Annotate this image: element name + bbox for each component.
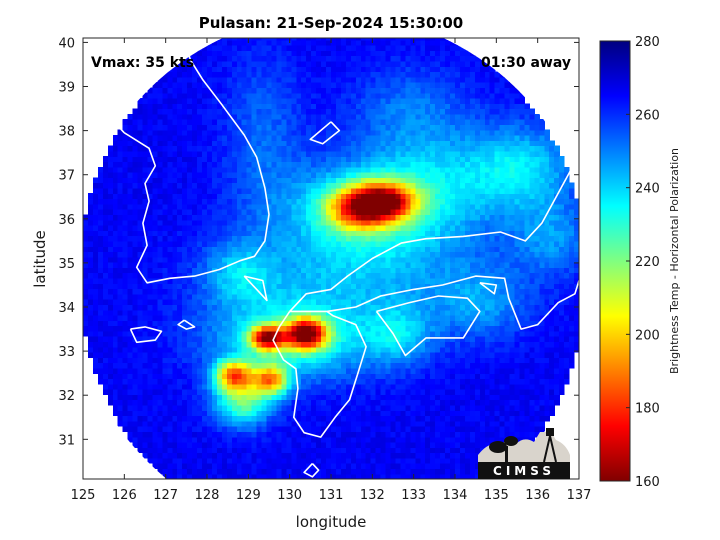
y-axis-label: latitude <box>31 230 49 288</box>
x-tick-labels: 125 126 127 128 129 130 131 132 133 134 135 136 137 <box>71 488 592 503</box>
x-tick-label: 133 <box>401 488 426 503</box>
x-axis-label: longitude <box>296 513 367 531</box>
x-tick-label: 137 <box>567 488 592 503</box>
coastline <box>309 121 341 145</box>
x-tick-label: 127 <box>153 488 178 503</box>
y-tick-label: 36 <box>58 213 75 228</box>
colorbar-gradient <box>599 40 631 482</box>
colorbar-tick-label: 180 <box>635 402 660 417</box>
y-tick-label: 40 <box>58 36 75 51</box>
coastline <box>177 319 196 330</box>
swath-image <box>83 38 579 479</box>
chart-title: Pulasan: 21-Sep-2024 15:30:00 <box>199 14 464 32</box>
colorbar-tick-label: 260 <box>635 108 660 123</box>
colorbar: 160 180 200 220 240 260 280 Brightness Temp - … <box>599 35 681 490</box>
time-away-annotation: 01:30 away <box>481 55 571 71</box>
x-tick-label: 129 <box>236 488 261 503</box>
colorbar-label: Brightness Temp - Horizontal Polarizatio… <box>668 148 681 374</box>
colorbar-tick-label: 280 <box>635 35 660 50</box>
x-tick-label: 134 <box>443 488 468 503</box>
coastline <box>86 118 125 136</box>
y-tick-marks <box>83 41 579 440</box>
x-tick-label: 136 <box>525 488 550 503</box>
y-tick-label: 31 <box>58 433 75 448</box>
colorbar-tick-label: 160 <box>635 475 660 490</box>
x-tick-label: 132 <box>360 488 385 503</box>
vmax-annotation: Vmax: 35 kts <box>91 55 194 71</box>
x-tick-label: 135 <box>484 488 509 503</box>
coastline <box>129 326 163 344</box>
x-tick-label: 128 <box>195 488 220 503</box>
x-tick-label: 130 <box>277 488 302 503</box>
y-tick-label: 38 <box>58 125 75 140</box>
coastline <box>479 282 498 295</box>
y-tick-label: 33 <box>58 345 75 360</box>
y-tick-label: 35 <box>58 257 75 272</box>
coastline <box>289 275 579 330</box>
coastline <box>90 59 105 87</box>
colorbar-tick-label: 200 <box>635 328 660 343</box>
y-tick-label: 32 <box>58 389 75 404</box>
y-tick-label: 39 <box>58 81 75 96</box>
y-tick-label: 37 <box>58 169 75 184</box>
x-tick-label: 131 <box>319 488 344 503</box>
coastline-layer <box>86 46 579 478</box>
colorbar-ticks: 160 180 200 220 240 260 280 <box>626 35 660 490</box>
colorbar-tick-label: 240 <box>635 182 660 197</box>
coastline <box>375 295 481 357</box>
coastline <box>289 160 579 312</box>
axes-frame <box>82 37 580 480</box>
coastline <box>272 310 367 438</box>
plot-area <box>82 37 580 480</box>
x-tick-label: 126 <box>112 488 137 503</box>
y-tick-labels: 31 32 33 34 35 36 37 38 39 40 <box>58 36 75 448</box>
x-tick-label: 125 <box>71 488 96 503</box>
colorbar-tick-label: 220 <box>635 255 660 270</box>
coastline <box>123 46 270 284</box>
coastline <box>243 275 268 302</box>
coastline <box>303 463 320 478</box>
y-tick-label: 34 <box>58 301 75 316</box>
cimss-logo: CIMSS <box>478 428 570 479</box>
